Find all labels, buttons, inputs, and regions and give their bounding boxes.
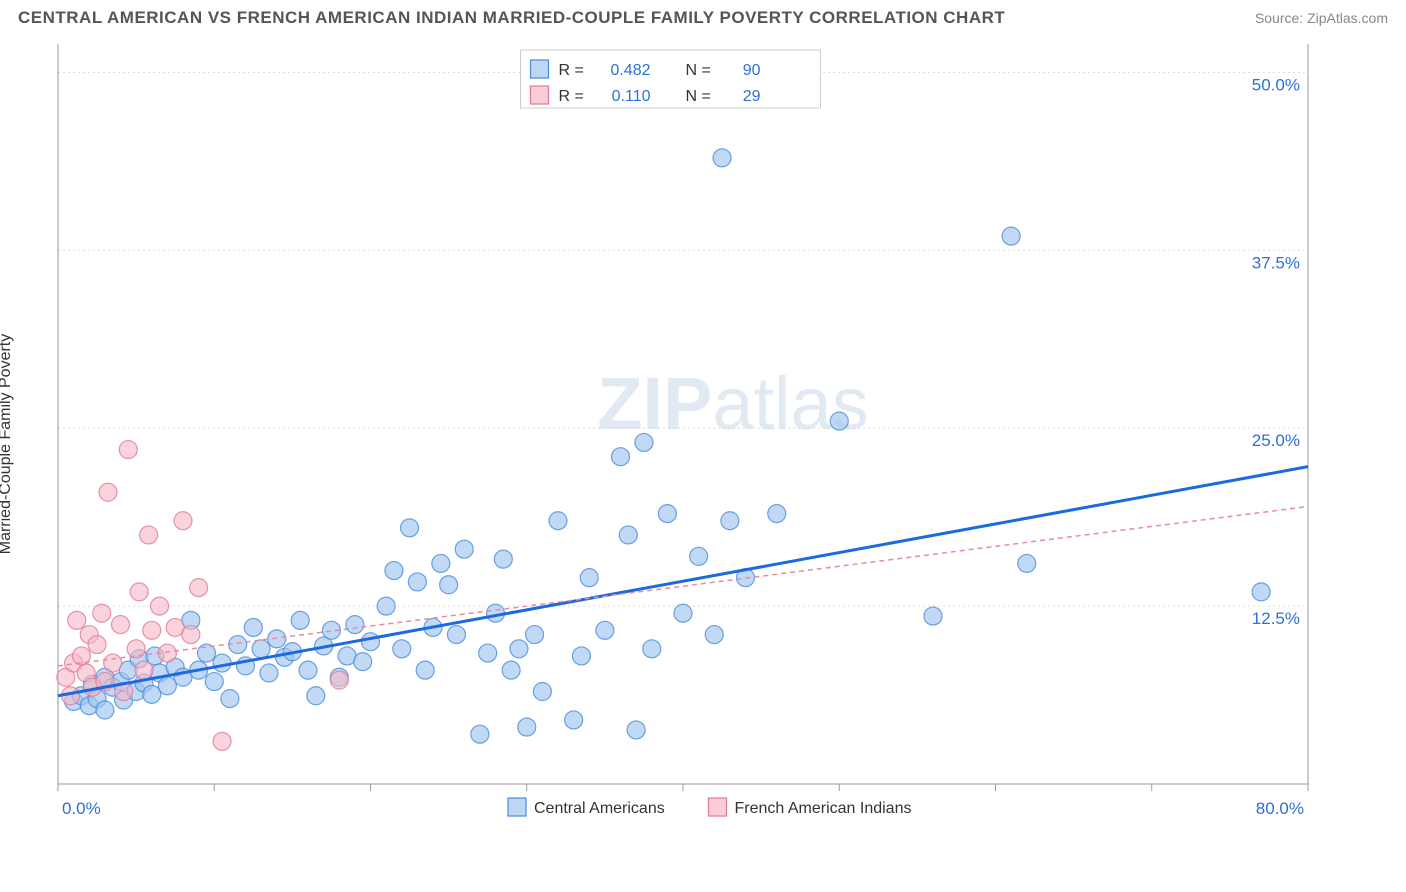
y-axis-label: Married-Couple Family Poverty: [0, 334, 15, 555]
svg-text:N =: N =: [686, 62, 711, 79]
svg-text:Central Americans: Central Americans: [534, 800, 665, 817]
svg-text:29: 29: [743, 88, 761, 105]
svg-text:French American Indians: French American Indians: [735, 800, 912, 817]
svg-text:0.482: 0.482: [610, 62, 650, 79]
svg-text:90: 90: [743, 62, 761, 79]
svg-text:N =: N =: [686, 88, 711, 105]
source-label: Source: ZipAtlas.com: [1255, 10, 1388, 26]
svg-text:0.110: 0.110: [612, 88, 651, 105]
svg-text:80.0%: 80.0%: [1256, 799, 1304, 818]
svg-text:ZIPatlas: ZIPatlas: [597, 362, 868, 445]
svg-text:0.0%: 0.0%: [62, 799, 101, 818]
scatter-chart: 12.5% 25.0% 37.5% 50.0% ZIPatlas 0.0% 80.0% R =…: [18, 34, 1358, 854]
svg-text:R =: R =: [559, 62, 584, 79]
chart-title: CENTRAL AMERICAN VS FRENCH AMERICAN INDI…: [18, 8, 1005, 28]
svg-text:25.0%: 25.0%: [1252, 431, 1300, 450]
svg-text:37.5%: 37.5%: [1252, 253, 1300, 272]
svg-text:12.5%: 12.5%: [1252, 609, 1300, 628]
svg-text:50.0%: 50.0%: [1252, 75, 1300, 94]
chart-container: Married-Couple Family Poverty 12.5%25.0%…: [18, 34, 1358, 854]
svg-text:R =: R =: [559, 88, 584, 105]
